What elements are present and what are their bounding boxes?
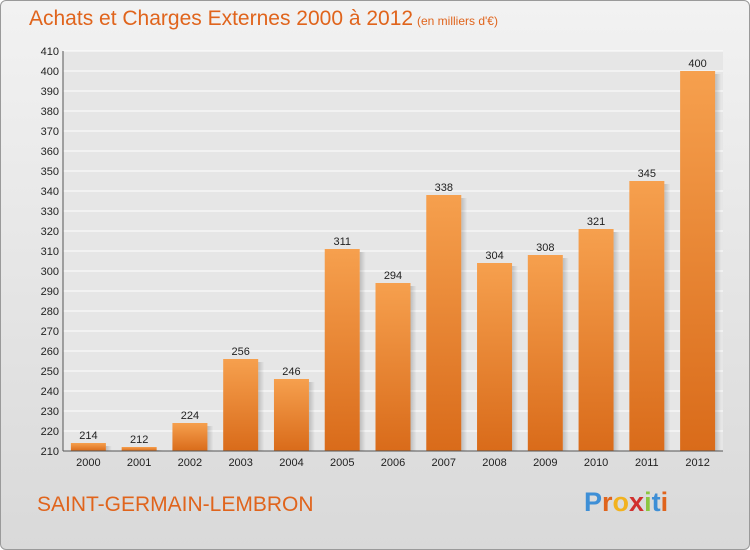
commune-name: SAINT-GERMAIN-LEMBRON	[37, 493, 314, 516]
logo-letter: i	[660, 487, 669, 517]
chart-title: Achats et Charges Externes 2000 à 2012	[29, 7, 414, 30]
bar-2001	[121, 447, 157, 451]
x-tick-label: 2009	[533, 457, 557, 469]
data-label: 345	[638, 168, 656, 180]
y-tick-label: 380	[41, 106, 59, 118]
x-tick-label: 2001	[127, 457, 151, 469]
proxiti-logo: Proxiti	[584, 487, 668, 518]
y-tick-label: 240	[41, 386, 59, 398]
y-tick-label: 400	[41, 66, 59, 78]
bar-shadow	[715, 74, 722, 451]
bar-shadow	[207, 426, 214, 451]
bar-2011	[629, 181, 665, 451]
chart-unit: (en milliers d'€)	[417, 14, 498, 28]
logo-letter: x	[629, 487, 645, 517]
bar-2005	[324, 249, 360, 451]
x-tick-label: 2003	[228, 457, 252, 469]
y-tick-label: 390	[41, 86, 59, 98]
x-tick-label: 2008	[482, 457, 506, 469]
y-tick-label: 410	[41, 46, 59, 58]
data-label: 224	[181, 410, 199, 422]
bar-shadow	[664, 184, 671, 451]
y-tick-label: 320	[41, 226, 59, 238]
logo-letter: t	[651, 487, 661, 517]
y-tick-label: 290	[41, 286, 59, 298]
y-tick-label: 370	[41, 126, 59, 138]
y-tick-label: 300	[41, 266, 59, 278]
logo-letter: r	[602, 487, 613, 517]
data-label: 294	[384, 270, 402, 282]
y-tick-label: 360	[41, 146, 59, 158]
y-tick-label: 310	[41, 246, 59, 258]
bar-shadow	[359, 252, 366, 451]
data-label: 304	[485, 250, 503, 262]
y-tick-label: 280	[41, 306, 59, 318]
data-label: 321	[587, 216, 605, 228]
x-tick-label: 2002	[178, 457, 202, 469]
logo-letter: P	[584, 487, 603, 517]
data-label: 338	[435, 182, 453, 194]
bar-shadow	[562, 258, 569, 451]
bar-2002	[172, 423, 208, 451]
data-label: 256	[232, 346, 250, 358]
y-tick-label: 220	[41, 426, 59, 438]
bar-shadow	[105, 446, 112, 451]
bar-shadow	[613, 232, 620, 451]
bar-shadow	[308, 382, 315, 451]
y-tick-label: 210	[41, 446, 59, 458]
bar-shadow	[512, 266, 519, 451]
logo-letter: o	[612, 487, 630, 517]
data-label: 246	[282, 366, 300, 378]
bar-2009	[527, 255, 563, 451]
data-label: 212	[130, 434, 148, 446]
bar-2007	[426, 195, 462, 451]
x-tick-label: 2007	[432, 457, 456, 469]
y-tick-label: 330	[41, 206, 59, 218]
x-tick-label: 2011	[635, 457, 659, 469]
bar-2003	[223, 359, 259, 451]
x-tick-label: 2010	[584, 457, 608, 469]
bar-shadow	[410, 286, 417, 451]
x-tick-label: 2000	[76, 457, 100, 469]
y-tick-label: 350	[41, 166, 59, 178]
x-tick-label: 2004	[279, 457, 303, 469]
data-label: 400	[688, 58, 706, 70]
bar-2008	[477, 263, 513, 451]
x-tick-label: 2012	[685, 457, 709, 469]
logo-letter: i	[644, 487, 652, 517]
y-tick-label: 270	[41, 326, 59, 338]
bar-shadow	[258, 362, 265, 451]
data-label: 311	[333, 236, 351, 248]
bar-2004	[273, 379, 309, 451]
data-label: 214	[79, 430, 97, 442]
y-tick-label: 260	[41, 346, 59, 358]
bar-2012	[680, 71, 716, 451]
y-tick-label: 230	[41, 406, 59, 418]
bar-2006	[375, 283, 411, 451]
bar-2010	[578, 229, 614, 451]
data-label: 308	[536, 242, 554, 254]
x-tick-label: 2006	[381, 457, 405, 469]
x-tick-label: 2005	[330, 457, 354, 469]
y-tick-label: 340	[41, 186, 59, 198]
bar-2000	[70, 443, 106, 451]
y-tick-label: 250	[41, 366, 59, 378]
bar-shadow	[461, 198, 468, 451]
